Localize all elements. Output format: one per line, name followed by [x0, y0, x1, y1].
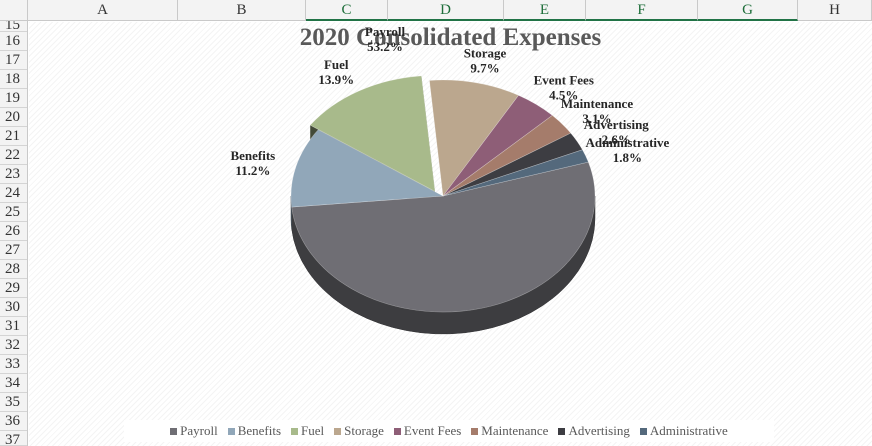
- label-administrative-name[interactable]: Administrative: [586, 135, 670, 150]
- row-header-34[interactable]: 34: [0, 374, 27, 393]
- label-benefits-value[interactable]: 11.2%: [235, 163, 270, 178]
- row-header-21[interactable]: 21: [0, 127, 27, 146]
- legend-label-maintenance: Maintenance: [481, 423, 549, 438]
- label-advertising-name[interactable]: Advertising: [584, 117, 650, 132]
- column-header-g[interactable]: G: [698, 0, 798, 21]
- row-header-23[interactable]: 23: [0, 165, 27, 184]
- label-storage-value[interactable]: 9.7%: [470, 61, 499, 76]
- pie-slice-administrative[interactable]: [442, 149, 589, 197]
- pie-slice-maintenance[interactable]: [442, 115, 572, 197]
- pie-slice-payroll[interactable]: [291, 161, 596, 313]
- legend-swatch-maintenance: [471, 427, 479, 435]
- legend-label-fuel: Fuel: [301, 423, 325, 438]
- row-header-18[interactable]: 18: [0, 70, 27, 89]
- label-fuel-value[interactable]: 13.9%: [318, 72, 354, 87]
- column-header-f[interactable]: F: [586, 0, 698, 21]
- pie-slice-event-fees[interactable]: [442, 94, 553, 197]
- legend-label-storage: Storage: [344, 423, 384, 438]
- legend-swatch-event-fees: [393, 427, 401, 435]
- row-header-32[interactable]: 32: [0, 336, 27, 355]
- legend-label-payroll: Payroll: [180, 423, 218, 438]
- row-header-27[interactable]: 27: [0, 241, 27, 260]
- label-fuel-name[interactable]: Fuel: [324, 57, 349, 72]
- legend-item-storage[interactable]: Storage: [334, 423, 384, 439]
- label-storage-name[interactable]: Storage: [464, 46, 507, 61]
- column-header-a[interactable]: A: [28, 0, 178, 20]
- label-maintenance-name[interactable]: Maintenance: [561, 96, 633, 111]
- pie-slice-advertising[interactable]: [442, 132, 583, 197]
- legend-swatch-advertising: [558, 427, 566, 435]
- legend-label-event-fees: Event Fees: [403, 423, 462, 438]
- column-header-bar: A B C D E F G H: [0, 0, 872, 21]
- label-payroll-value[interactable]: 53.2%: [367, 39, 403, 54]
- pie-slice-fuel[interactable]: [309, 75, 436, 192]
- row-header-28[interactable]: 28: [0, 260, 27, 279]
- legend-item-advertising[interactable]: Advertising: [558, 423, 630, 439]
- column-header-d[interactable]: D: [388, 0, 504, 21]
- row-header-36[interactable]: 36: [0, 412, 27, 431]
- label-event-fees-name[interactable]: Event Fees: [534, 72, 594, 87]
- pie-chart-plot[interactable]: Payroll53.2%Benefits11.2%Fuel13.9%Storag…: [29, 22, 872, 446]
- row-header-25[interactable]: 25: [0, 203, 27, 222]
- row-header-19[interactable]: 19: [0, 89, 27, 108]
- legend-swatch-fuel: [291, 427, 299, 435]
- column-header-h[interactable]: H: [798, 0, 872, 20]
- legend-item-administrative[interactable]: Administrative: [639, 423, 728, 439]
- legend-item-benefits[interactable]: Benefits: [227, 423, 282, 439]
- row-header-30[interactable]: 30: [0, 298, 27, 317]
- row-header-20[interactable]: 20: [0, 108, 27, 127]
- row-header-17[interactable]: 17: [0, 51, 27, 70]
- label-administrative-value[interactable]: 1.8%: [613, 150, 642, 165]
- row-header-24[interactable]: 24: [0, 184, 27, 203]
- legend-item-event-fees[interactable]: Event Fees: [393, 423, 462, 439]
- row-header-15[interactable]: 15: [0, 21, 27, 32]
- column-header-c[interactable]: C: [306, 0, 388, 21]
- row-header-29[interactable]: 29: [0, 279, 27, 298]
- label-event-fees-value[interactable]: 4.5%: [549, 87, 578, 102]
- label-benefits-name[interactable]: Benefits: [230, 148, 275, 163]
- row-header-33[interactable]: 33: [0, 355, 27, 374]
- row-header-31[interactable]: 31: [0, 317, 27, 336]
- row-header-35[interactable]: 35: [0, 393, 27, 412]
- row-header-16[interactable]: 16: [0, 32, 27, 51]
- legend-label-advertising: Advertising: [568, 423, 630, 438]
- row-header-22[interactable]: 22: [0, 146, 27, 165]
- row-header-37[interactable]: 37: [0, 431, 27, 446]
- legend-swatch-storage: [334, 427, 342, 435]
- row-header-26[interactable]: 26: [0, 222, 27, 241]
- chart-legend[interactable]: Payroll Benefits Fuel Storage Event Fees Main…: [124, 420, 774, 442]
- chart-title[interactable]: 2020 Consolidated Expenses: [299, 24, 602, 51]
- label-payroll-name[interactable]: Payroll: [365, 24, 406, 39]
- row-header-bar: 15 16 17 18 19 20 21 22 23 24 25 26 27 2…: [0, 21, 28, 446]
- legend-swatch-benefits: [227, 427, 235, 435]
- legend-item-fuel[interactable]: Fuel: [291, 423, 324, 439]
- pie-top-faces[interactable]: [290, 75, 596, 313]
- legend-label-administrative: Administrative: [649, 423, 728, 438]
- legend-item-maintenance[interactable]: Maintenance: [471, 423, 548, 439]
- label-advertising-value[interactable]: 2.6%: [602, 132, 631, 147]
- legend-swatch-payroll: [170, 427, 178, 435]
- legend-label-benefits: Benefits: [237, 423, 282, 438]
- label-maintenance-value[interactable]: 3.1%: [582, 111, 611, 126]
- pie-slice-storage[interactable]: [429, 79, 520, 197]
- pie-slice-benefits[interactable]: [290, 129, 445, 208]
- chart-area[interactable]: 2020 Consolidated Expenses Payroll 53.2% B…: [29, 22, 872, 446]
- legend-item-payroll[interactable]: Payroll: [170, 423, 218, 439]
- column-header-e[interactable]: E: [504, 0, 586, 21]
- column-header-b[interactable]: B: [178, 0, 306, 20]
- legend-swatch-administrative: [639, 427, 647, 435]
- select-all-corner[interactable]: [0, 0, 28, 20]
